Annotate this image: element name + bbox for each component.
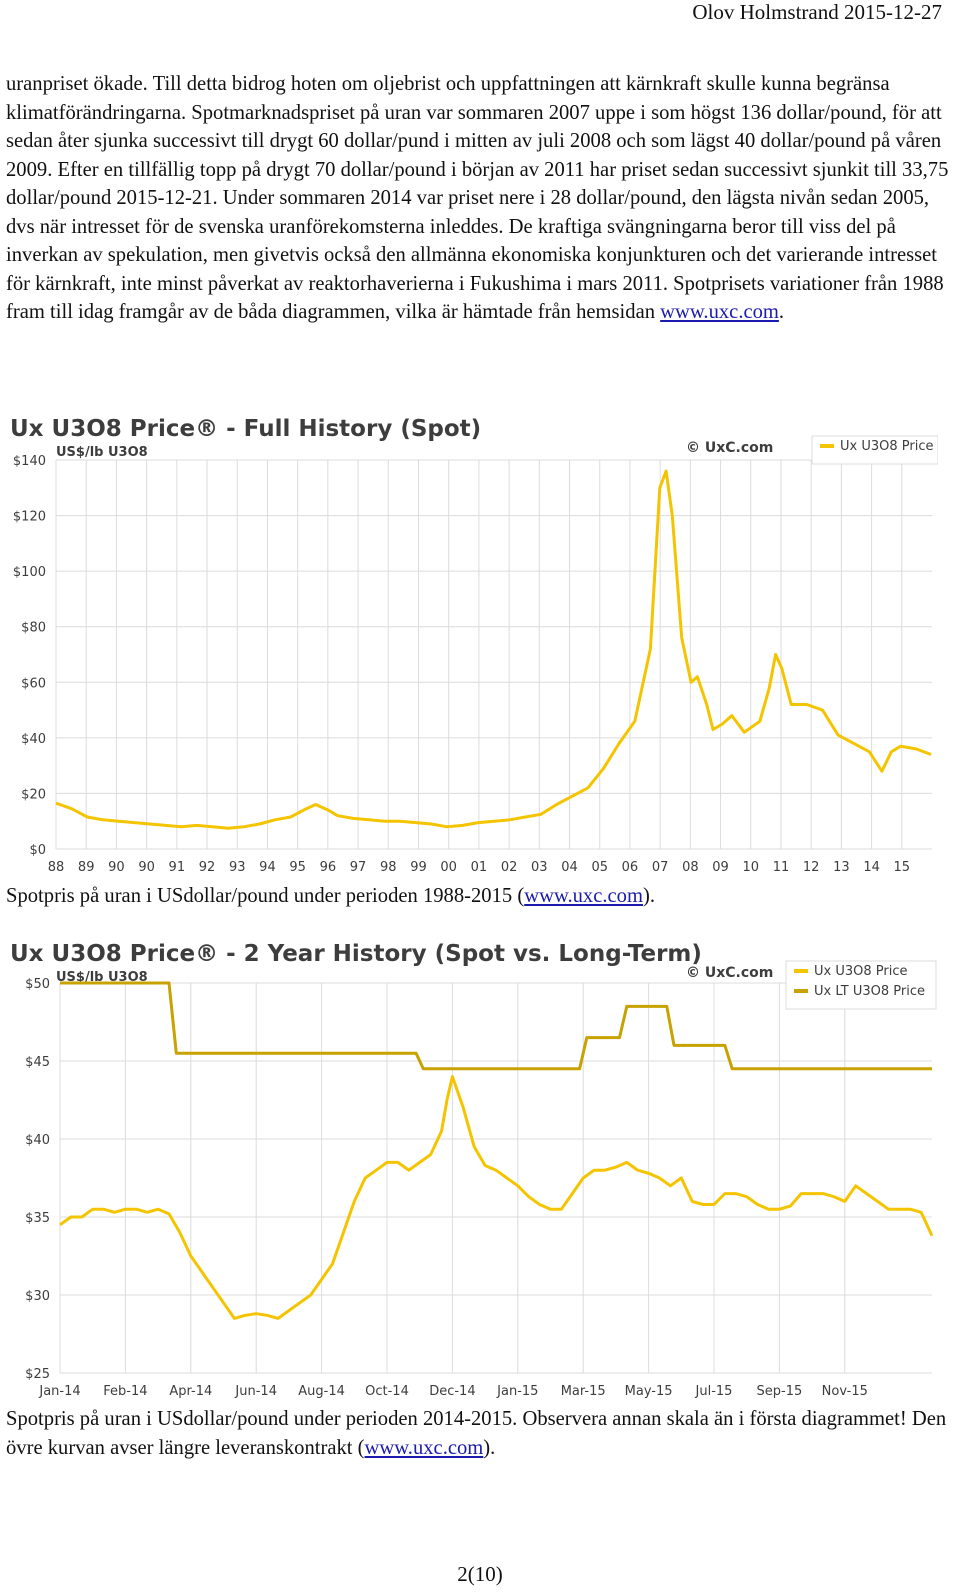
y-tick-label: $80: [21, 621, 46, 636]
chart-title: Ux U3O8 Price® - 2 Year History (Spot vs…: [10, 941, 702, 967]
series-line-1: [55, 469, 932, 830]
chart-full-history-svg: Ux U3O8 Price® - Full History (Spot) US$/…: [10, 416, 938, 875]
series-line-1: [59, 1075, 934, 1320]
y-tick-label: $25: [25, 1367, 50, 1382]
x-tick-label: 07: [652, 860, 669, 875]
x-tick-label: 91: [169, 860, 186, 875]
x-tick-label: 05: [591, 860, 608, 875]
x-tick-label: May-15: [625, 1384, 673, 1399]
x-tick-label: 02: [501, 860, 518, 875]
x-tick-label: Sep-15: [757, 1384, 803, 1399]
series-line-2: [60, 981, 932, 1071]
y-tick-label: $140: [13, 454, 46, 469]
y-tick-label: $40: [25, 1133, 50, 1148]
x-tick-label: 01: [471, 860, 488, 875]
x-tick-label: 96: [320, 860, 337, 875]
x-tick-label: Jan-15: [496, 1384, 538, 1399]
y-tick-label: $60: [21, 676, 46, 691]
x-tick-label: 06: [622, 860, 639, 875]
legend-entry: Ux U3O8 Price: [840, 439, 933, 454]
x-tick-label: 04: [561, 860, 578, 875]
x-tick-label: 92: [199, 860, 216, 875]
x-tick-label: 95: [289, 860, 306, 875]
x-tick-label: Jun-14: [234, 1384, 277, 1399]
x-tick-label: Jul-15: [695, 1384, 733, 1399]
x-tick-label: 90: [138, 860, 155, 875]
x-tick-label: 89: [78, 860, 95, 875]
y-tick-label: $50: [25, 977, 50, 992]
y-tick-label: $20: [21, 787, 46, 802]
x-tick-label: 98: [380, 860, 397, 875]
legend-box: [785, 960, 937, 1010]
y-tick-label: $0: [29, 843, 46, 858]
caption-2-text: Spotpris på uran i USdollar/pound under …: [6, 1408, 947, 1459]
x-tick-label: 15: [894, 860, 911, 875]
caption-chart-1: Spotpris på uran i USdollar/pound under …: [6, 882, 954, 911]
chart-2-year-history-svg: Ux U3O8 Price® - 2 Year History (Spot vs…: [10, 941, 937, 1399]
legend-box: [811, 435, 938, 465]
y-tick-label: $35: [25, 1211, 50, 1226]
x-tick-label: 00: [440, 860, 457, 875]
page-number: 2(10): [457, 1562, 503, 1586]
chart-brand: © UxC.com: [686, 440, 773, 456]
caption-2-end: ).: [483, 1436, 496, 1459]
chart-2-year-history: Ux U3O8 Price® - 2 Year History (Spot vs…: [4, 933, 938, 1403]
x-tick-label: 99: [410, 860, 427, 875]
body-text-end: .: [778, 301, 785, 323]
legend-entry: Ux LT U3O8 Price: [814, 984, 925, 999]
chart-legend: Ux U3O8 Price Ux LT U3O8 Price: [785, 960, 937, 1010]
x-tick-label: Oct-14: [365, 1384, 409, 1399]
x-tick-label: 88: [48, 860, 65, 875]
chart-brand: © UxC.com: [686, 965, 773, 981]
x-tick-label: Feb-14: [103, 1384, 147, 1399]
caption-chart-2: Spotpris på uran i USdollar/pound under …: [6, 1405, 954, 1462]
y-tick-label: $45: [25, 1055, 50, 1070]
x-tick-label: 08: [682, 860, 699, 875]
x-tick-label: 11: [773, 860, 790, 875]
chart-title: Ux U3O8 Price® - Full History (Spot): [10, 416, 481, 442]
x-tick-label: 03: [531, 860, 548, 875]
caption-1-text: Spotpris på uran i USdollar/pound under …: [6, 885, 525, 907]
x-tick-label: Nov-15: [822, 1384, 868, 1399]
body-text: uranpriset ökade. Till detta bidrog hote…: [6, 73, 949, 323]
x-tick-label: 93: [229, 860, 246, 875]
x-tick-label: 09: [712, 860, 729, 875]
chart-full-history: Ux U3O8 Price® - Full History (Spot) US$/…: [4, 408, 938, 878]
x-tick-label: Apr-14: [169, 1384, 212, 1399]
body-paragraph: uranpriset ökade. Till detta bidrog hote…: [6, 70, 954, 327]
caption-2-link[interactable]: www.uxc.com: [364, 1436, 484, 1459]
x-tick-label: 13: [833, 860, 850, 875]
legend-entry: Ux U3O8 Price: [814, 964, 907, 979]
y-tick-label: $30: [25, 1289, 50, 1304]
x-tick-label: 90: [108, 860, 125, 875]
y-tick-label: $120: [13, 510, 46, 525]
caption-1-link[interactable]: www.uxc.com: [524, 885, 643, 907]
x-tick-label: Dec-14: [429, 1384, 475, 1399]
x-tick-label: Mar-15: [561, 1384, 606, 1399]
x-tick-label: 10: [742, 860, 759, 875]
x-tick-label: 14: [863, 860, 880, 875]
chart-unit-label: US$/lb U3O8: [56, 970, 148, 985]
page-header: Olov Holmstrand 2015-12-27: [692, 0, 942, 24]
y-tick-label: $40: [21, 732, 46, 747]
chart-unit-label: US$/lb U3O8: [56, 445, 148, 460]
uxc-link[interactable]: www.uxc.com: [660, 301, 779, 323]
x-tick-label: 94: [259, 860, 276, 875]
x-tick-label: 12: [803, 860, 820, 875]
x-tick-label: Jan-14: [38, 1384, 80, 1399]
x-tick-label: Aug-14: [298, 1384, 345, 1399]
chart-legend: Ux U3O8 Price: [811, 435, 938, 465]
x-tick-label: 97: [350, 860, 367, 875]
y-tick-label: $100: [13, 565, 46, 580]
caption-1-end: ).: [642, 885, 655, 907]
